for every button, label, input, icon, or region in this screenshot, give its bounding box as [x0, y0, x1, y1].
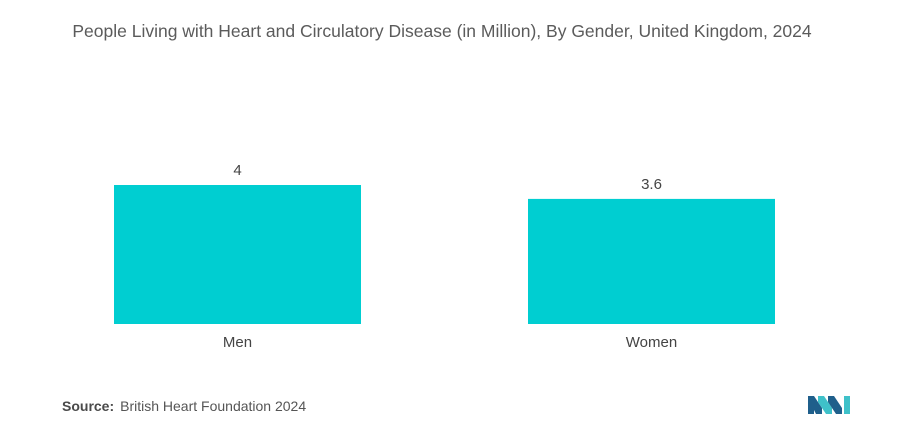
- source-note: Source: British Heart Foundation 2024: [62, 398, 306, 414]
- chart-title: People Living with Heart and Circulatory…: [72, 21, 812, 41]
- category-label-women: Women: [626, 334, 677, 351]
- source-text: British Heart Foundation 2024: [120, 398, 307, 414]
- bar-women: [528, 198, 775, 324]
- brand-logo-icon: [808, 396, 850, 414]
- source-label: Source:: [62, 398, 115, 414]
- data-label-women: 3.6: [641, 176, 662, 193]
- data-label-men: 4: [233, 162, 241, 179]
- category-label-men: Men: [223, 334, 252, 351]
- bar-men: [114, 185, 361, 324]
